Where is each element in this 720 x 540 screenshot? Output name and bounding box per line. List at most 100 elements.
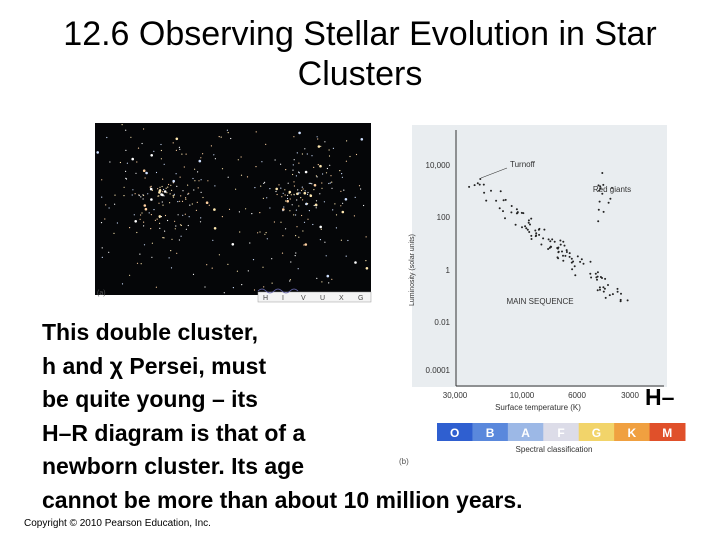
star [172,195,174,197]
x-tick-label: 10,000 [510,391,535,400]
star [328,182,330,185]
star [353,215,355,217]
star [129,274,131,276]
star [319,225,323,229]
star [274,159,276,161]
star [230,137,232,140]
star [195,209,197,211]
star [125,170,127,172]
star [321,281,323,283]
star [200,191,202,193]
star [257,232,259,234]
star [300,197,302,199]
spectral-band [472,423,509,441]
star-point [520,211,523,214]
star-point [522,212,525,215]
star-point [597,184,600,187]
star [175,137,179,141]
star [145,171,148,175]
star [119,161,121,164]
hr-panel [412,125,667,387]
star [162,237,164,239]
star [160,158,162,160]
star [227,132,229,134]
star [136,161,138,163]
star-point [598,200,601,203]
star [161,185,163,188]
turnoff-label: Turnoff [510,160,536,169]
star [109,161,111,163]
star [304,243,308,246]
star [365,260,367,262]
star-point [579,260,582,263]
star [175,225,177,227]
star [332,209,334,211]
star [231,243,235,246]
body-line: H–R diagram is that of a [42,419,306,446]
star-point [568,255,571,258]
star [160,193,163,196]
star [194,180,196,182]
star [304,148,306,150]
star [294,255,296,257]
star [266,238,268,240]
star [191,203,193,205]
star [237,159,239,161]
star [293,193,295,195]
star [163,190,167,193]
x-tick-label: 6000 [568,391,586,400]
star-point [562,240,565,243]
star [284,194,286,196]
star [143,194,145,197]
star [214,158,216,160]
star [249,242,251,244]
star [162,178,164,180]
star [168,183,170,186]
star-point [502,210,504,213]
star [153,150,155,152]
star-point [608,294,611,297]
star [151,242,153,244]
star [307,203,309,205]
star [125,129,127,131]
star [202,153,204,155]
star [150,154,153,157]
star [262,266,264,268]
star [197,171,199,173]
star [285,228,287,230]
star [321,187,323,189]
star [214,185,216,187]
star [235,188,237,190]
star-point [504,217,506,220]
star [180,224,182,226]
band-label: X [339,295,344,302]
star [306,153,308,155]
star [365,236,367,238]
star-point [553,240,556,243]
star [280,187,282,189]
body-line: newborn cluster. Its age [42,453,305,479]
star [289,198,291,200]
star [210,145,212,147]
title: 12.6 Observing Stellar Evolution in Star… [63,15,657,93]
star-point [473,184,476,187]
star-point [540,243,543,246]
spectral-band [578,423,615,441]
star-point [563,244,566,247]
star [282,208,285,211]
star [281,196,283,198]
star [340,205,342,207]
star [255,131,257,133]
star-point [597,220,600,223]
star [295,235,297,237]
star [255,166,257,168]
star [247,270,249,272]
star [156,218,158,220]
star [284,189,286,191]
star [163,163,165,165]
star [299,192,301,194]
star [180,235,182,237]
star-point [524,225,527,228]
star [323,201,325,203]
star [316,136,318,138]
